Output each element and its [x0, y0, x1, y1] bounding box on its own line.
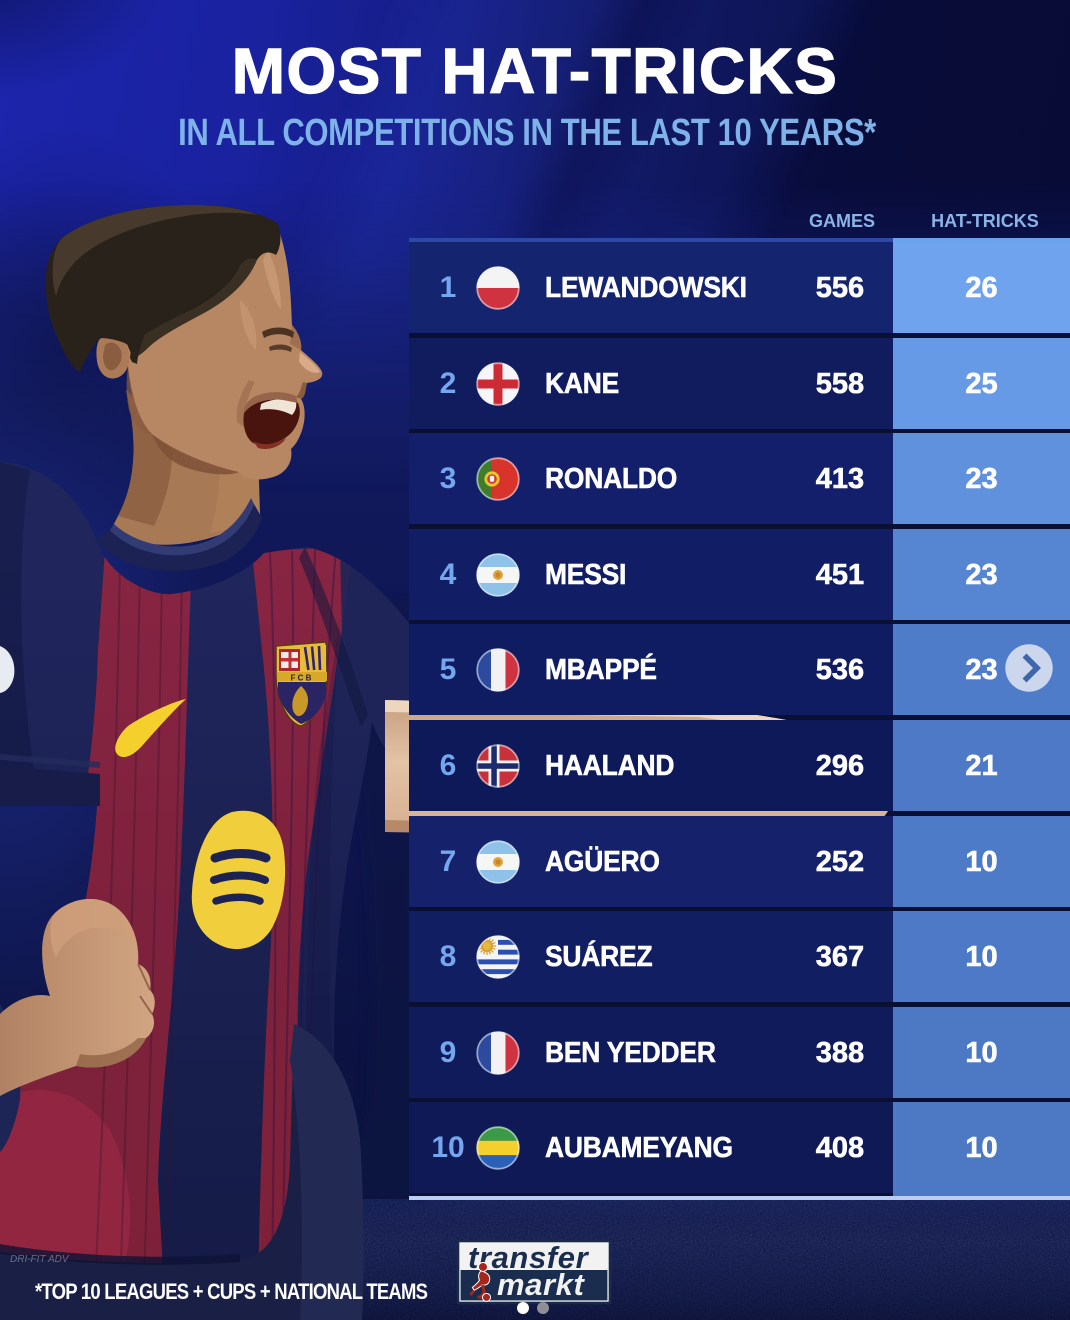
svg-text:markt: markt [497, 1267, 586, 1302]
svg-text:DRI-FIT ADV: DRI-FIT ADV [10, 1254, 70, 1265]
svg-text:F C B: F C B [291, 674, 312, 683]
svg-text:transfer: transfer [468, 1240, 590, 1275]
